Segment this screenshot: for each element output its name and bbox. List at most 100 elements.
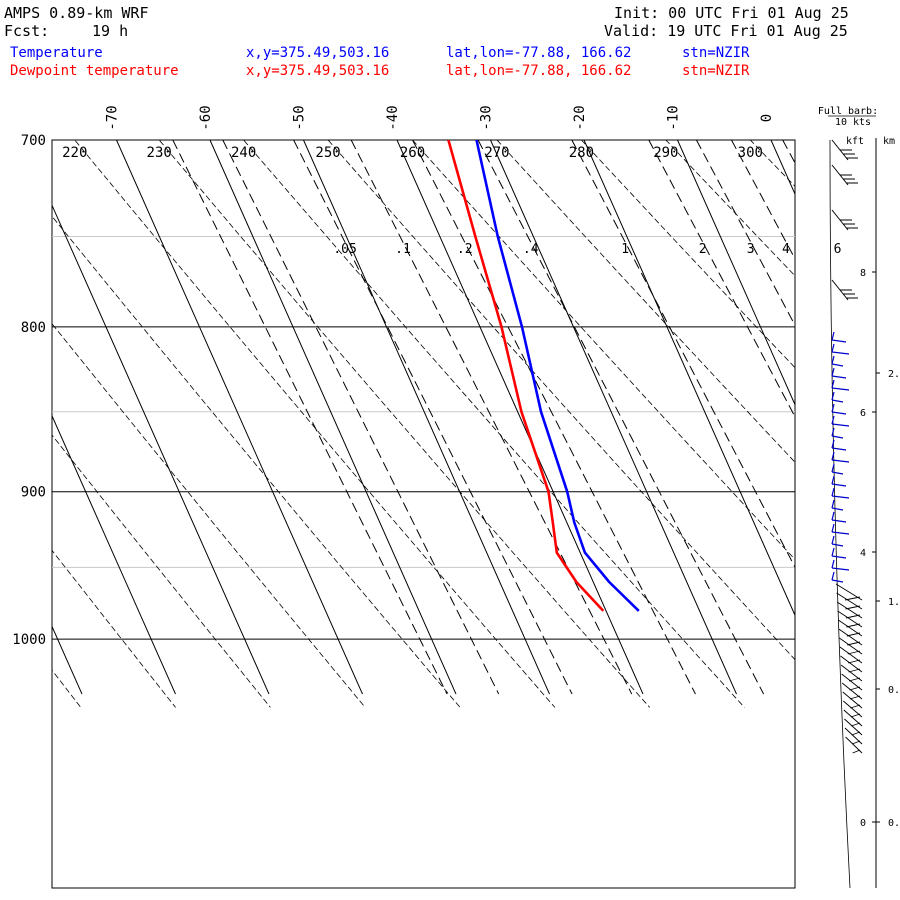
isotherm-line — [52, 414, 176, 695]
isotherm-line — [865, 140, 900, 694]
wind-barb — [831, 555, 847, 559]
wind-barb — [847, 650, 861, 655]
wind-barb — [831, 475, 835, 485]
plot-frame — [51, 139, 796, 889]
dry-adiabat — [411, 140, 795, 561]
barb-height-kft: 4 — [860, 548, 866, 559]
wind-barb — [852, 749, 861, 754]
wind-barb — [831, 427, 835, 437]
mixing-ratio-line — [477, 140, 765, 695]
wind-barb — [847, 641, 861, 646]
wind-barb — [831, 399, 844, 403]
mixing-ratio-line — [695, 140, 795, 327]
legend-temperature-name: Temperature — [10, 45, 103, 61]
model-title: AMPS 0.89-km WRF — [4, 4, 149, 22]
mixing-ratio-line — [412, 140, 696, 695]
wind-barb — [852, 740, 861, 745]
theta-label: 240 — [231, 145, 256, 161]
isotherm-line — [396, 140, 644, 695]
wind-barb — [831, 391, 835, 401]
mixing-ratio-line — [731, 140, 795, 260]
mixing-ratio-label: 2 — [699, 242, 707, 257]
barb-height-kft: 6 — [860, 408, 866, 419]
wind-barb — [831, 339, 847, 343]
pressure-tick-label: 900 — [21, 485, 46, 501]
wind-barb — [831, 471, 844, 475]
wind-barb — [848, 659, 861, 664]
wind-barb — [831, 411, 847, 415]
isotherm-line — [583, 140, 795, 617]
wind-barb — [849, 695, 861, 700]
wind-barb — [831, 435, 844, 439]
wind-barb — [831, 439, 835, 449]
isotherm-label: -70 — [105, 105, 121, 130]
wind-barb — [831, 403, 835, 413]
theta-label: 300 — [738, 145, 763, 161]
dry-adiabat — [52, 323, 366, 708]
kft-unit-label: kft — [846, 136, 864, 147]
wind-barb — [831, 451, 835, 461]
isotherm-line — [209, 140, 457, 695]
wind-barb — [831, 331, 835, 341]
mixing-ratio-label: .2 — [457, 242, 473, 257]
legend-dewpoint-name: Dewpoint temperature — [10, 63, 179, 79]
mixing-ratio-label: 6 — [834, 242, 842, 257]
dewpoint-profile — [447, 140, 605, 612]
dry-adiabat — [243, 140, 745, 708]
pressure-tick-label: 700 — [21, 133, 46, 149]
dry-adiabat — [749, 140, 795, 187]
isotherm-line — [677, 140, 795, 406]
dry-adiabat — [580, 140, 795, 369]
wind-barb — [850, 704, 861, 709]
temperature-profile — [475, 140, 640, 612]
theta-label: 260 — [400, 145, 425, 161]
wind-barb — [831, 351, 850, 355]
wind-barb — [831, 495, 850, 499]
dry-adiabat — [158, 140, 650, 708]
wind-barb — [850, 713, 861, 718]
isotherm-label: -50 — [292, 105, 308, 130]
dry-adiabat — [52, 434, 271, 708]
wind-barb — [831, 499, 835, 509]
mixing-ratio-line — [172, 140, 448, 695]
isotherm-line — [116, 140, 363, 695]
wind-barb — [831, 367, 835, 377]
pressure-tick-label: 1000 — [12, 632, 46, 648]
isotherm-line — [490, 140, 737, 695]
legend-temperature-latlon: lat,lon=-77.88, 166.62 — [446, 45, 632, 61]
wind-barb — [831, 531, 850, 535]
wind-barb — [831, 571, 835, 581]
mixing-ratio-label: 3 — [747, 242, 755, 257]
wind-barb — [848, 668, 861, 673]
barb-legend-title: Full barb: — [818, 106, 878, 117]
mixing-ratio-label: 1 — [621, 242, 629, 257]
wind-barb — [831, 355, 835, 365]
wind-barb — [831, 483, 847, 487]
mixing-ratio-line — [222, 140, 500, 695]
wind-barb — [831, 535, 835, 545]
mixing-ratio-label: .05 — [333, 242, 356, 257]
wind-barb — [831, 543, 844, 547]
wind-barb — [831, 519, 847, 523]
theta-label: 280 — [569, 145, 594, 161]
dry-adiabat — [52, 669, 82, 708]
wind-barb — [831, 415, 835, 425]
dry-adiabat — [52, 549, 176, 708]
wind-barb — [831, 363, 844, 367]
valid-time: Valid: 19 UTC Fri 01 Aug 25 — [604, 22, 848, 40]
wind-barb — [831, 579, 844, 583]
wind-barb — [831, 423, 850, 427]
theta-label: 290 — [653, 145, 678, 161]
isotherm-line — [52, 204, 270, 695]
dry-adiabat — [327, 140, 795, 661]
legend-temperature-xy: x,y=375.49,503.16 — [246, 45, 390, 61]
barb-height-km: 1. — [888, 597, 900, 608]
wind-barb — [848, 677, 861, 682]
isotherm-line — [770, 140, 795, 196]
theta-label: 270 — [484, 145, 509, 161]
isotherm-label: -20 — [572, 105, 588, 130]
legend-dewpoint-station: stn=NZIR — [682, 63, 750, 79]
wind-barb — [851, 722, 861, 727]
isotherm-line — [303, 140, 550, 695]
forecast-hour: 19 h — [92, 22, 129, 40]
